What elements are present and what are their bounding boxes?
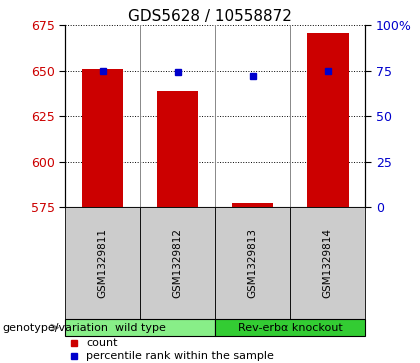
Bar <box>290 207 365 319</box>
Bar <box>140 207 215 319</box>
Bar <box>307 33 349 207</box>
Bar <box>65 319 215 336</box>
Bar <box>215 319 365 336</box>
Text: wild type: wild type <box>115 323 165 333</box>
Bar <box>82 69 123 207</box>
Bar <box>157 91 198 207</box>
Text: genotype/variation: genotype/variation <box>2 323 108 333</box>
Text: GSM1329811: GSM1329811 <box>97 228 108 298</box>
Text: Rev-erbα knockout: Rev-erbα knockout <box>238 323 343 333</box>
Text: GDS5628 / 10558872: GDS5628 / 10558872 <box>128 9 292 24</box>
Text: GSM1329814: GSM1329814 <box>323 228 333 298</box>
Text: count: count <box>86 338 118 348</box>
Bar <box>65 207 140 319</box>
Text: percentile rank within the sample: percentile rank within the sample <box>86 351 274 361</box>
Text: GSM1329813: GSM1329813 <box>248 228 258 298</box>
Bar <box>232 203 273 207</box>
Bar <box>215 207 290 319</box>
Text: GSM1329812: GSM1329812 <box>173 228 183 298</box>
